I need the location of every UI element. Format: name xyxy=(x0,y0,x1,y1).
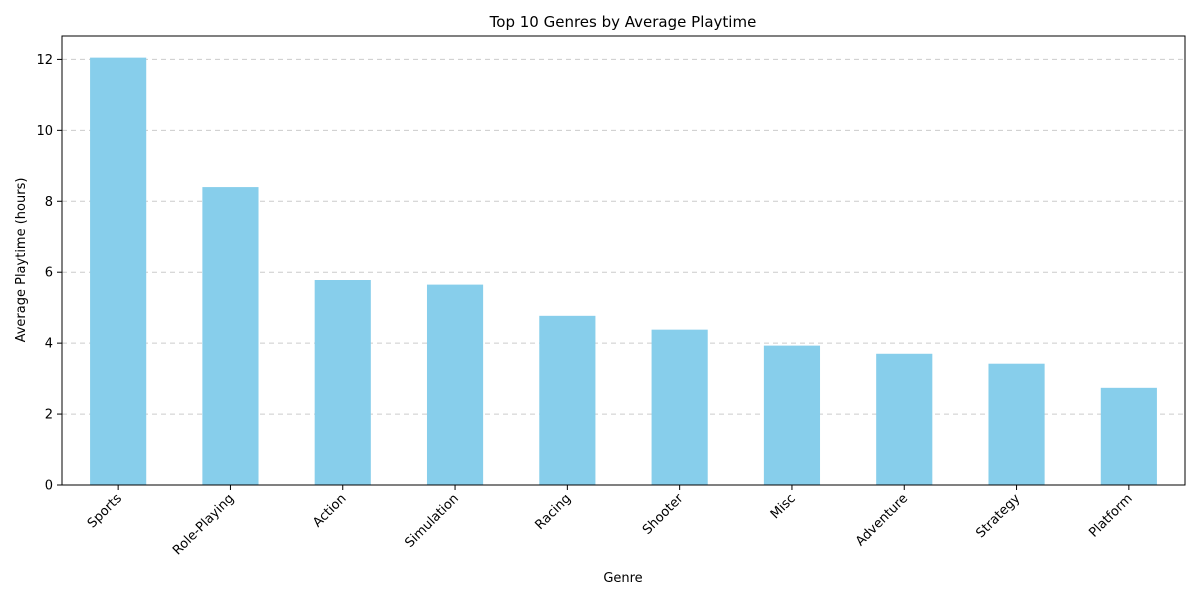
bar-misc xyxy=(763,345,821,485)
x-tick-label: Racing xyxy=(532,491,574,533)
bar-racing xyxy=(539,315,596,485)
y-tick-label: 6 xyxy=(45,266,53,281)
bar-platform xyxy=(1100,387,1157,485)
x-tick-label: Misc xyxy=(768,491,799,522)
y-tick-label: 10 xyxy=(36,124,53,139)
y-axis-label: Average Playtime (hours) xyxy=(14,178,29,343)
bar-adventure xyxy=(876,353,933,485)
bar-action xyxy=(314,280,371,485)
x-tick-label: Strategy xyxy=(973,491,1023,541)
bar-sports xyxy=(90,57,147,486)
bar-role-playing xyxy=(202,187,259,485)
chart-title: Top 10 Genres by Average Playtime xyxy=(489,13,757,31)
x-tick-label: Platform xyxy=(1086,491,1135,540)
x-axis: Sports Role-Playing Action Simulation Racing… xyxy=(85,485,1136,558)
x-tick-label: Sports xyxy=(85,491,125,531)
x-tick-label: Role-Playing xyxy=(170,491,237,558)
y-tick-label: 2 xyxy=(45,408,53,423)
x-tick-label: Shooter xyxy=(640,491,687,538)
y-axis: 0 2 4 6 8 10 12 xyxy=(36,53,62,494)
y-tick-label: 0 xyxy=(45,479,53,494)
y-tick-label: 12 xyxy=(36,53,53,68)
x-tick-label: Adventure xyxy=(853,491,911,549)
bars xyxy=(90,57,1157,486)
bar-shooter xyxy=(651,329,708,485)
bar-strategy xyxy=(988,363,1045,485)
y-tick-label: 4 xyxy=(45,337,53,352)
grid-lines xyxy=(62,58,1185,415)
x-tick-label: Action xyxy=(310,491,349,530)
x-tick-label: Simulation xyxy=(402,491,462,551)
plot-frame xyxy=(61,35,1186,486)
bar-simulation xyxy=(426,284,484,485)
y-tick-label: 8 xyxy=(45,195,53,210)
x-axis-label: Genre xyxy=(603,571,642,586)
